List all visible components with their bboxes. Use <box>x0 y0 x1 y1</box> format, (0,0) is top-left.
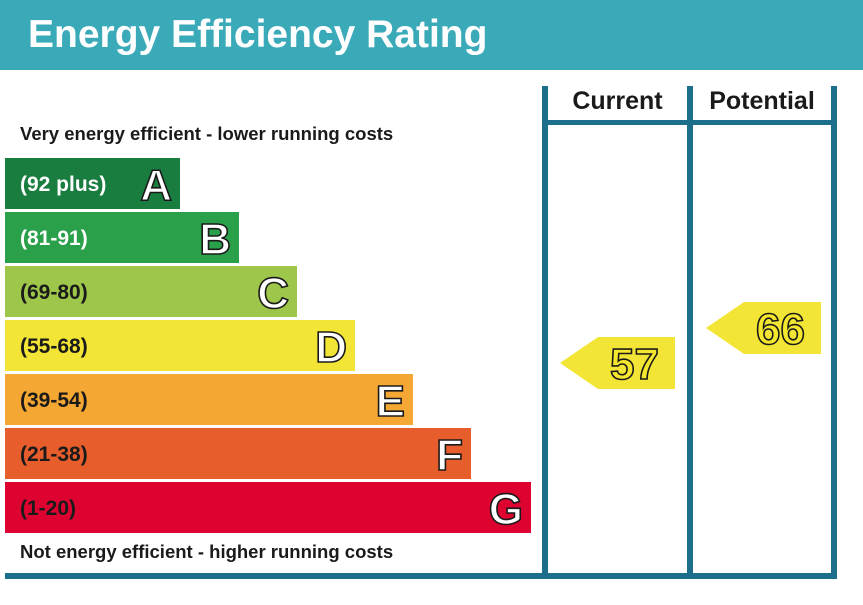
band-g-range: (1-20) <box>20 497 76 520</box>
column-divider-1 <box>542 86 548 576</box>
band-c-letter: C <box>257 269 289 318</box>
band-f-range: (21-38) <box>20 443 88 466</box>
column-divider-3 <box>831 86 837 576</box>
potential-rating-arrow <box>706 302 821 354</box>
bottom-rule <box>5 573 837 579</box>
band-f-bar <box>5 428 471 479</box>
band-g-letter: G <box>489 485 523 534</box>
header-bar: Energy Efficiency Rating <box>0 0 863 70</box>
band-b-letter: B <box>199 215 231 264</box>
band-e-bar <box>5 374 413 425</box>
rating-columns-frame: Current Potential <box>5 86 837 579</box>
band-e-range: (39-54) <box>20 389 88 412</box>
page-title: Energy Efficiency Rating <box>28 13 488 56</box>
column-label-potential: Potential <box>709 87 815 115</box>
band-e-letter: E <box>376 377 405 426</box>
band-a-bar <box>5 158 180 209</box>
potential-rating-value: 66 <box>756 305 805 354</box>
band-c-range: (69-80) <box>20 281 88 304</box>
band-d-range: (55-68) <box>20 335 88 358</box>
band-c-bar <box>5 266 297 317</box>
band-d-bar <box>5 320 355 371</box>
column-divider-2 <box>687 86 693 576</box>
column-label-current: Current <box>572 87 663 115</box>
band-f-letter: F <box>436 431 463 480</box>
band-d-letter: D <box>315 323 347 372</box>
current-rating-arrow <box>560 337 675 389</box>
column-header-rule <box>542 120 837 125</box>
band-a-range: (92 plus) <box>20 173 106 196</box>
rating-bands: (92 plus) A (81-91) B (69-80) C (55-68) D (39-54… <box>5 158 531 535</box>
rating-arrows: 57 66 <box>560 302 821 390</box>
band-b-range: (81-91) <box>20 227 88 250</box>
band-a-letter: A <box>140 161 172 210</box>
top-note: Very energy efficient - lower running co… <box>20 123 393 144</box>
current-rating-value: 57 <box>610 340 659 389</box>
band-g-bar <box>5 482 531 533</box>
band-b-bar <box>5 212 239 263</box>
bottom-note: Not energy efficient - higher running co… <box>20 541 393 562</box>
